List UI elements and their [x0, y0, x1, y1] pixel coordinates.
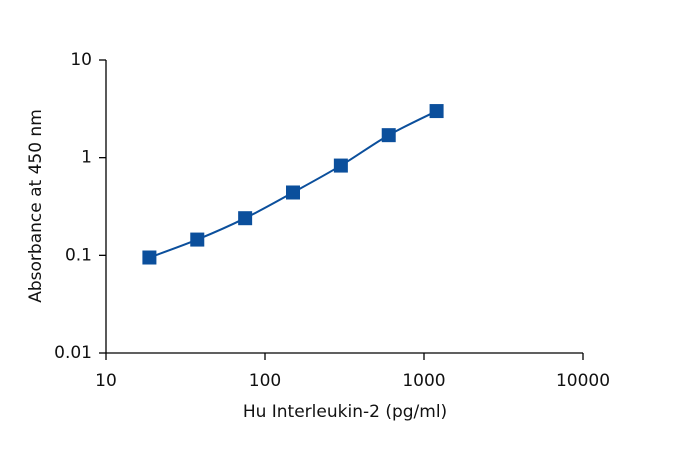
data-marker [285, 185, 300, 200]
data-marker [381, 128, 396, 143]
x-tick-label: 10000 [556, 371, 610, 391]
y-tick-label: 0.1 [65, 245, 92, 265]
y-tick-label: 1 [81, 148, 92, 168]
x-tick-label: 1000 [402, 371, 445, 391]
data-marker [142, 250, 157, 265]
data-marker [238, 211, 253, 226]
x-tick-label: 10 [95, 371, 117, 391]
data-marker [190, 232, 205, 247]
x-tick-label: 100 [249, 371, 281, 391]
data-marker [429, 104, 444, 119]
x-axis-label: Hu Interleukin-2 (pg/ml) [243, 402, 447, 422]
y-tick-label: 0.01 [54, 343, 92, 363]
data-marker [333, 158, 348, 173]
y-tick-label: 10 [70, 50, 92, 70]
y-axis-label: Absorbance at 450 nm [26, 109, 46, 303]
